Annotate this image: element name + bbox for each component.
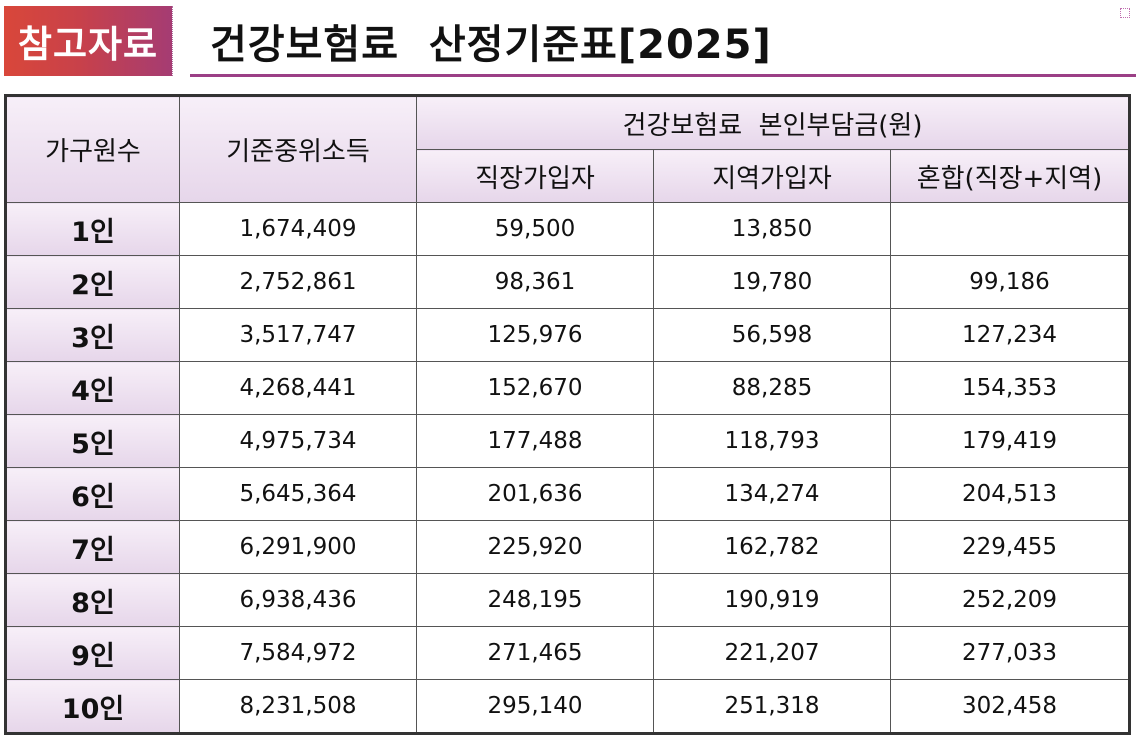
table-row: 2인 2,752,861 98,361 19,780 99,186 (5, 255, 1131, 309)
mixed-cell (889, 202, 1131, 256)
regional-cell: 251,318 (653, 679, 891, 734)
income-cell: 6,938,436 (179, 573, 417, 627)
employee-cell: 295,140 (416, 679, 654, 734)
employee-cell: 98,361 (416, 255, 654, 309)
mixed-cell: 127,234 (889, 308, 1131, 362)
table-row: 8인 6,938,436 248,195 190,919 252,209 (5, 573, 1131, 627)
household-size-cell: 1인 (5, 202, 180, 256)
regional-cell: 56,598 (653, 308, 891, 362)
income-cell: 8,231,508 (179, 679, 417, 734)
income-cell: 2,752,861 (179, 255, 417, 309)
header-median-income: 기준중위소득 (179, 95, 417, 203)
regional-cell: 118,793 (653, 414, 891, 468)
employee-cell: 248,195 (416, 573, 654, 627)
table-row: 3인 3,517,747 125,976 56,598 127,234 (5, 308, 1131, 362)
table-row: 7인 6,291,900 225,920 162,782 229,455 (5, 520, 1131, 574)
mixed-cell: 179,419 (889, 414, 1131, 468)
mixed-cell: 99,186 (889, 255, 1131, 309)
regional-cell: 19,780 (653, 255, 891, 309)
employee-cell: 59,500 (416, 202, 654, 256)
page-title: 건강보험료 산정기준표[2025] (210, 22, 772, 68)
regional-cell: 162,782 (653, 520, 891, 574)
household-size-cell: 6인 (5, 467, 180, 521)
income-cell: 6,291,900 (179, 520, 417, 574)
reference-badge: 참고자료 (4, 6, 172, 76)
mixed-cell: 204,513 (889, 467, 1131, 521)
mixed-cell: 277,033 (889, 626, 1131, 680)
income-cell: 4,975,734 (179, 414, 417, 468)
employee-cell: 201,636 (416, 467, 654, 521)
header-regional: 지역가입자 (653, 149, 891, 203)
household-size-cell: 2인 (5, 255, 180, 309)
income-cell: 4,268,441 (179, 361, 417, 415)
mixed-cell: 302,458 (889, 679, 1131, 734)
employee-cell: 152,670 (416, 361, 654, 415)
table-row: 6인 5,645,364 201,636 134,274 204,513 (5, 467, 1131, 521)
header-household-size: 가구원수 (5, 95, 180, 203)
table-row: 10인 8,231,508 295,140 251,318 302,458 (5, 679, 1131, 734)
table-row: 9인 7,584,972 271,465 221,207 277,033 (5, 626, 1131, 680)
household-size-cell: 5인 (5, 414, 180, 468)
regional-cell: 134,274 (653, 467, 891, 521)
table-row: 4인 4,268,441 152,670 88,285 154,353 (5, 361, 1131, 415)
employee-cell: 225,920 (416, 520, 654, 574)
household-size-cell: 3인 (5, 308, 180, 362)
household-size-cell: 9인 (5, 626, 180, 680)
regional-cell: 13,850 (653, 202, 891, 256)
income-cell: 3,517,747 (179, 308, 417, 362)
employee-cell: 271,465 (416, 626, 654, 680)
household-size-cell: 7인 (5, 520, 180, 574)
income-cell: 1,674,409 (179, 202, 417, 256)
income-cell: 7,584,972 (179, 626, 417, 680)
badge-divider (172, 6, 173, 76)
regional-cell: 221,207 (653, 626, 891, 680)
income-cell: 5,645,364 (179, 467, 417, 521)
household-size-cell: 4인 (5, 361, 180, 415)
premium-table: 가구원수 기준중위소득 건강보험료 본인부담금(원) 직장가입자 지역가입자 혼… (4, 94, 1132, 735)
employee-cell: 125,976 (416, 308, 654, 362)
table-row: 1인 1,674,409 59,500 13,850 (5, 202, 1131, 256)
household-size-cell: 10인 (5, 679, 180, 734)
household-size-cell: 8인 (5, 573, 180, 627)
title-underline (190, 74, 1136, 77)
regional-cell: 88,285 (653, 361, 891, 415)
mixed-cell: 229,455 (889, 520, 1131, 574)
header-mixed: 혼합(직장+지역) (889, 149, 1131, 203)
regional-cell: 190,919 (653, 573, 891, 627)
employee-cell: 177,488 (416, 414, 654, 468)
corner-marker (1120, 8, 1130, 18)
header-premium-group: 건강보험료 본인부담금(원) (415, 95, 1131, 150)
table-row: 5인 4,975,734 177,488 118,793 179,419 (5, 414, 1131, 468)
mixed-cell: 154,353 (889, 361, 1131, 415)
mixed-cell: 252,209 (889, 573, 1131, 627)
header-employee: 직장가입자 (416, 149, 654, 203)
